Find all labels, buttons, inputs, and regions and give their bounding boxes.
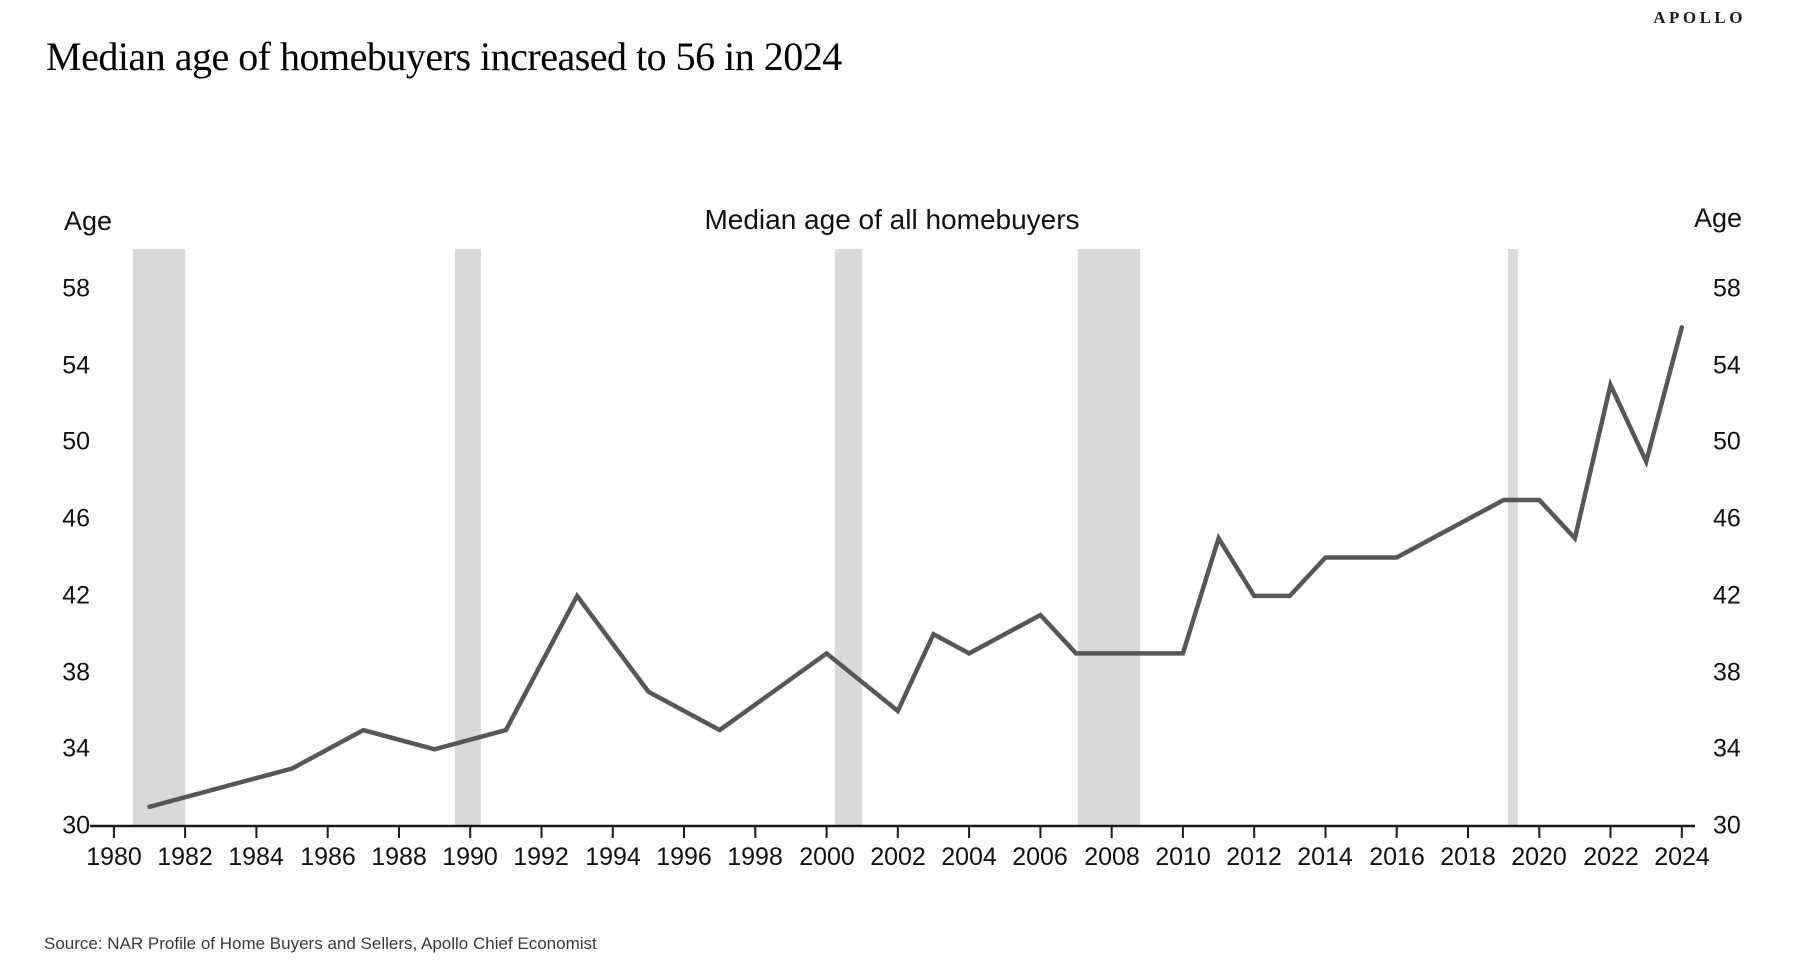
x-tick-label: 2012 <box>1226 843 1282 871</box>
x-tick-label: 1990 <box>442 843 498 871</box>
x-tick-label: 2000 <box>799 843 855 871</box>
x-tick-label: 2010 <box>1155 843 1211 871</box>
y-tick-label-left: 30 <box>62 811 90 840</box>
y-tick-label-right: 30 <box>1713 811 1741 840</box>
y-axis-label-right: Age <box>1694 203 1743 233</box>
x-tick-label: 1994 <box>585 843 641 871</box>
source-note: Source: NAR Profile of Home Buyers and S… <box>44 934 597 953</box>
y-tick-label-right: 38 <box>1713 658 1741 687</box>
x-tick-label: 1984 <box>228 843 284 871</box>
apollo-logo: APOLLO <box>1653 8 1746 27</box>
y-tick-label-left: 50 <box>62 427 90 456</box>
y-tick-label-right: 54 <box>1713 351 1741 380</box>
x-tick-label: 2008 <box>1084 843 1140 871</box>
x-tick-label: 2004 <box>941 843 997 871</box>
x-tick-label: 1980 <box>86 843 142 871</box>
x-tick-label: 1982 <box>157 843 213 871</box>
y-tick-label-right: 58 <box>1713 274 1741 303</box>
x-tick-label: 2006 <box>1012 843 1068 871</box>
page-title: Median age of homebuyers increased to 56… <box>46 34 842 79</box>
y-tick-label-left: 42 <box>62 581 90 610</box>
x-tick-label: 2002 <box>870 843 926 871</box>
x-tick-label: 1988 <box>371 843 427 871</box>
y-tick-label-left: 34 <box>62 734 90 763</box>
x-axis <box>90 824 1695 838</box>
x-tick-label: 2024 <box>1654 843 1710 871</box>
median-age-line <box>147 325 1685 810</box>
y-tick-label-right: 46 <box>1713 504 1741 533</box>
recession-band <box>132 249 186 826</box>
x-tick-label: 2014 <box>1297 843 1353 871</box>
x-tick-label: 2018 <box>1440 843 1496 871</box>
x-tick-label: 1986 <box>300 843 356 871</box>
y-tick-label-left: 38 <box>62 658 90 687</box>
recession-band <box>1507 249 1518 826</box>
x-tick-label: 1996 <box>656 843 712 871</box>
y-tick-label-left: 54 <box>62 351 90 380</box>
y-tick-label-right: 50 <box>1713 427 1741 456</box>
x-tick-label: 1998 <box>727 843 783 871</box>
chart-title: Median age of all homebuyers <box>704 204 1080 235</box>
y-axis-label-left: Age <box>64 206 113 236</box>
recession-band <box>834 249 863 826</box>
recession-bands <box>132 249 1518 826</box>
recession-band <box>1077 249 1141 826</box>
x-tick-label: 2020 <box>1511 843 1567 871</box>
y-tick-label-left: 46 <box>62 504 90 533</box>
y-tick-label-right: 42 <box>1713 581 1741 610</box>
x-tick-label: 1992 <box>513 843 569 871</box>
recession-band <box>454 249 481 826</box>
x-tick-label: 2022 <box>1583 843 1639 871</box>
x-tick-label: 2016 <box>1369 843 1425 871</box>
y-tick-label-left: 58 <box>62 274 90 303</box>
y-tick-label-right: 34 <box>1713 734 1741 763</box>
